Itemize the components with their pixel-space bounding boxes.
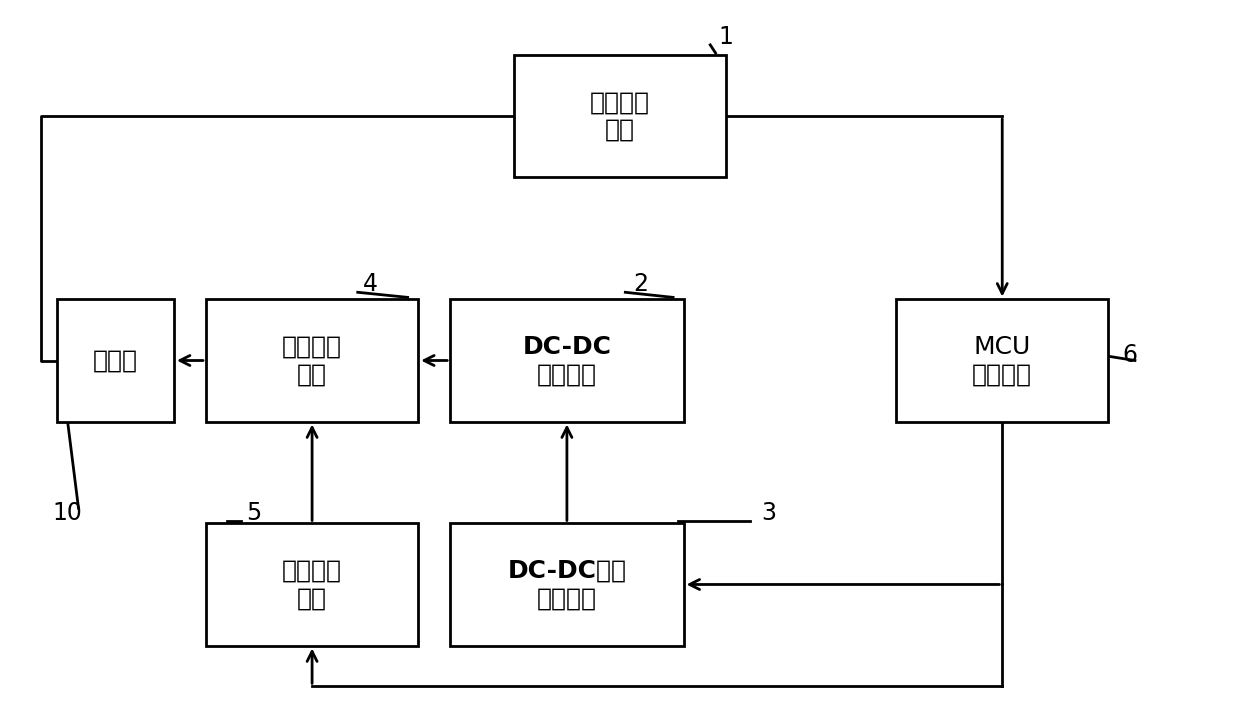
Text: 6: 6 [1122,343,1137,368]
Text: 开关组合
电路: 开关组合 电路 [281,335,342,386]
Bar [57,299,174,422]
Text: 3: 3 [761,501,776,525]
Text: 10: 10 [53,501,83,525]
Text: 1: 1 [719,25,734,49]
Bar [206,523,418,645]
Text: 开关驱动
电路: 开关驱动 电路 [281,559,342,611]
Text: 电压采样
电路: 电压采样 电路 [590,90,650,142]
Text: 电池组: 电池组 [93,348,138,373]
Text: 4: 4 [363,272,378,296]
Bar [897,299,1109,422]
Bar [206,299,418,422]
Text: 5: 5 [246,501,262,525]
Text: 2: 2 [634,272,649,296]
Text: MCU
控制单元: MCU 控制单元 [972,335,1032,386]
Bar [450,523,683,645]
Text: DC-DC输出
控制电路: DC-DC输出 控制电路 [507,559,626,611]
Text: DC-DC
电源模块: DC-DC 电源模块 [522,335,611,386]
Bar [450,299,683,422]
Bar [513,55,727,177]
